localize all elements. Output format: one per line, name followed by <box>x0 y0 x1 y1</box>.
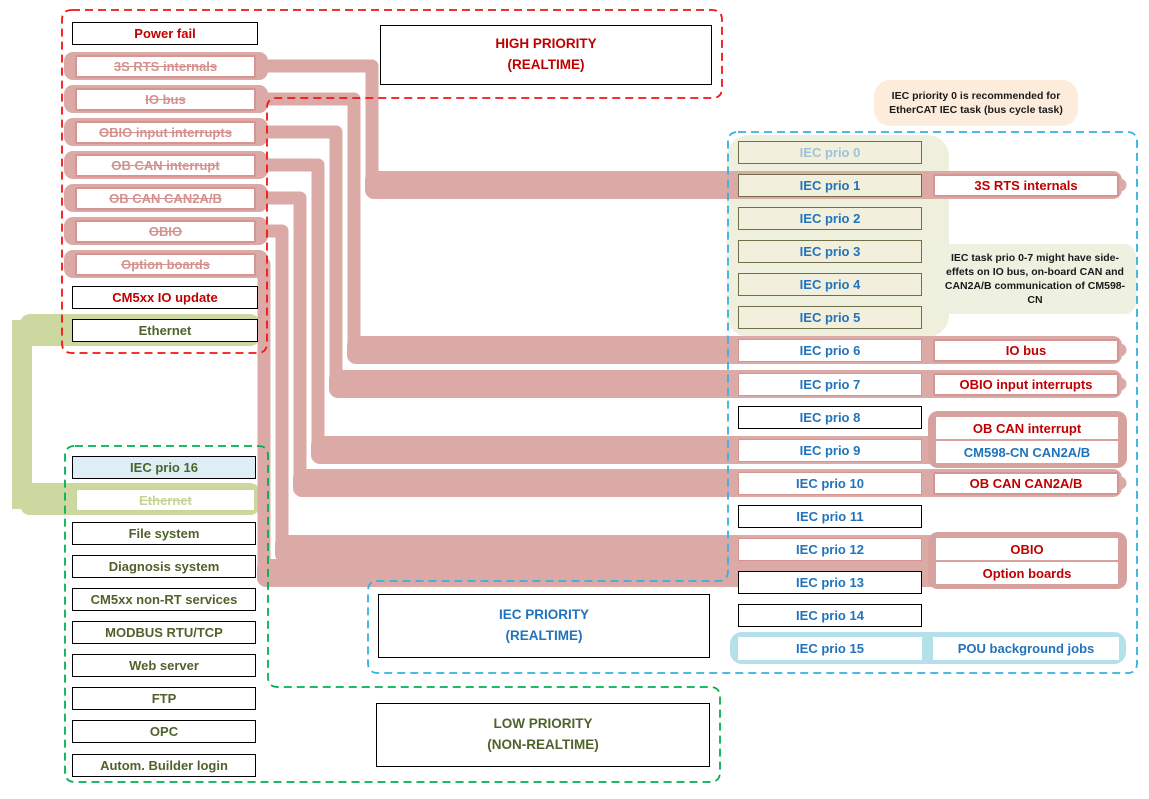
box-opc: OPC <box>72 720 256 743</box>
box-io-bus: IO bus <box>75 88 256 111</box>
iec-prio-3: IEC prio 3 <box>738 240 922 263</box>
iec-prio-0: IEC prio 0 <box>738 141 922 164</box>
box-web-server: Web server <box>72 654 256 677</box>
label-ob-can-can2ab: OB CAN CAN2A/B <box>933 472 1119 495</box>
iec-prio-10: IEC prio 10 <box>738 472 922 495</box>
box-ob-can-can2ab: OB CAN CAN2A/B <box>75 187 256 210</box>
high-priority-title: HIGH PRIORITY (REALTIME) <box>380 25 712 85</box>
box-ftp: FTP <box>72 687 256 710</box>
box-file-system: File system <box>72 522 256 545</box>
label-option-boards: Option boards <box>936 562 1118 584</box>
box-autom-builder-login: Autom. Builder login <box>72 754 256 777</box>
label-pou-background-jobs: POU background jobs <box>933 637 1119 660</box>
iec-priority-group-outline <box>367 131 1138 674</box>
note-side-effects: IEC task prio 0-7 might have side-effets… <box>934 244 1136 314</box>
iec-prio-14: IEC prio 14 <box>738 604 922 627</box>
label-obio-input-interrupts: OBIO input interrupts <box>933 373 1119 396</box>
iec-priority-title: IEC PRIORITY (REALTIME) <box>378 594 710 658</box>
iec-prio-13: IEC prio 13 <box>738 571 922 594</box>
iec-prio-1: IEC prio 1 <box>738 174 922 197</box>
iec-prio-4: IEC prio 4 <box>738 273 922 296</box>
box-3s-rts-internals: 3S RTS internals <box>75 55 256 78</box>
label-3s-rts-internals: 3S RTS internals <box>933 174 1119 197</box>
label-cm598-cn-can2ab: CM598-CN CAN2A/B <box>936 441 1118 463</box>
label-obio: OBIO <box>936 538 1118 560</box>
box-iec-prio-16: IEC prio 16 <box>72 456 256 479</box>
iec-prio-9: IEC prio 9 <box>738 439 922 462</box>
note-iec-priority-0: IEC priority 0 is recommended for EtherC… <box>874 80 1078 126</box>
box-option-boards: Option boards <box>75 253 256 276</box>
high-priority-group-outline <box>61 9 723 354</box>
box-cm5xx-io-update: CM5xx IO update <box>72 286 258 309</box>
low-priority-group-outline <box>64 445 721 783</box>
iec-prio-0-5-background-blob <box>727 135 949 337</box>
iec-prio-7: IEC prio 7 <box>738 373 922 396</box>
iec-prio-8: IEC prio 8 <box>738 406 922 429</box>
box-diagnosis-system: Diagnosis system <box>72 555 256 578</box>
iec-prio-11: IEC prio 11 <box>738 505 922 528</box>
iec-prio-12: IEC prio 12 <box>738 538 922 561</box>
box-modbus-rtu-tcp: MODBUS RTU/TCP <box>72 621 256 644</box>
iec-prio-5: IEC prio 5 <box>738 306 922 329</box>
run-prio7 <box>329 370 1122 398</box>
iec-prio-6: IEC prio 6 <box>738 339 922 362</box>
run-prio6 <box>347 336 1122 364</box>
box-ethernet-top: Ethernet <box>72 319 258 342</box>
iec-prio-2: IEC prio 2 <box>738 207 922 230</box>
label-io-bus: IO bus <box>933 339 1119 362</box>
low-priority-title: LOW PRIORITY (NON-REALTIME) <box>376 703 710 767</box>
box-cm5xx-non-rt-services: CM5xx non-RT services <box>72 588 256 611</box>
box-ob-can-interrupt: OB CAN interrupt <box>75 154 256 177</box>
box-obio: OBIO <box>75 220 256 243</box>
label-ob-can-interrupt: OB CAN interrupt <box>936 417 1118 439</box>
box-power-fail: Power fail <box>72 22 258 45</box>
box-ethernet-bottom: Ethernet <box>75 488 256 512</box>
iec-prio-15: IEC prio 15 <box>738 637 922 660</box>
box-obio-input-interrupts: OBIO input interrupts <box>75 121 256 144</box>
